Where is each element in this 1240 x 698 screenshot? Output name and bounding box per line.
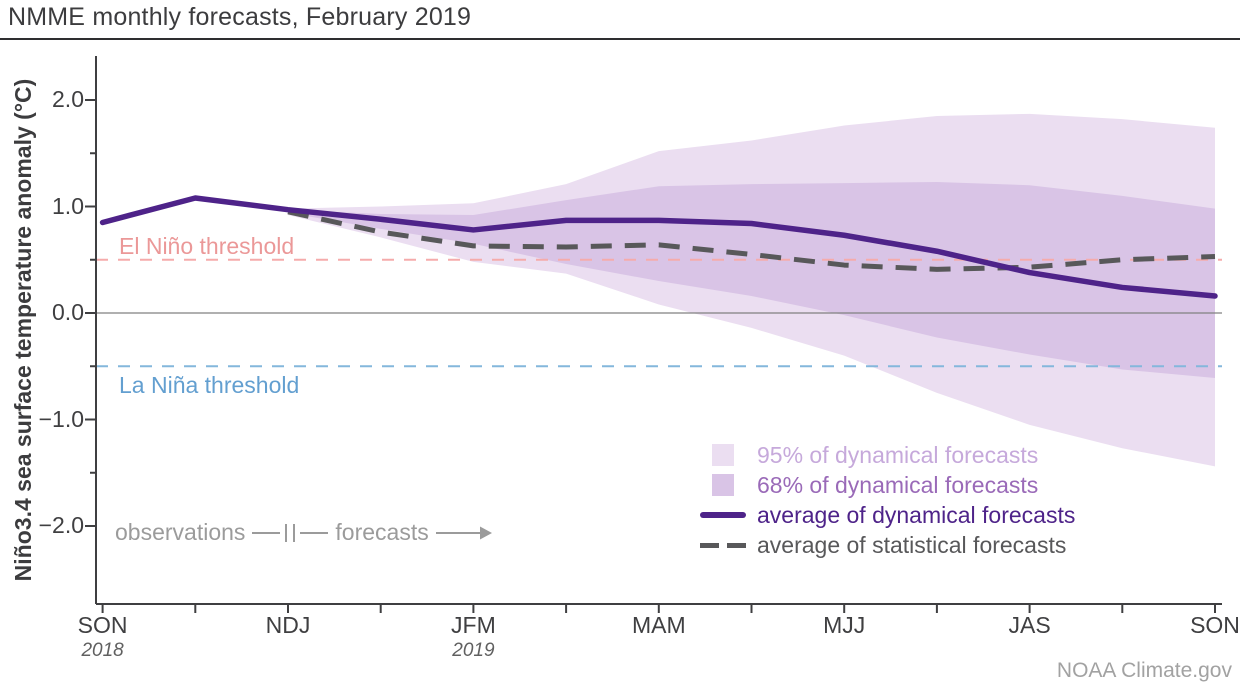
- solid-line-icon: [700, 512, 746, 518]
- la-nina-threshold-label: La Niña threshold: [119, 372, 300, 398]
- y-tick-label: 0.0: [52, 299, 84, 325]
- observation-forecast-divider-icon: [252, 523, 329, 542]
- chart-title: NMME monthly forecasts, February 2019: [8, 3, 472, 31]
- legend-row: average of statistical forecasts: [699, 530, 1075, 560]
- el-nino-threshold-label: El Niño threshold: [119, 233, 295, 259]
- x-tick-label: SON: [77, 612, 128, 638]
- legend-row: 68% of dynamical forecasts: [699, 470, 1075, 500]
- x-year-label: 2018: [81, 640, 124, 661]
- dynamical-average-line: [99, 195, 1218, 299]
- observations-label: observations: [115, 519, 246, 545]
- band-swatch-icon: [712, 474, 734, 496]
- attribution-credit: NOAA Climate.gov: [1056, 659, 1232, 682]
- x-tick-label: SON: [1190, 612, 1240, 638]
- title-divider: [0, 38, 1240, 40]
- y-tick-label: 1.0: [52, 192, 84, 219]
- legend-band-swatch: [699, 444, 747, 466]
- legend-dashed-line-sample: [699, 542, 747, 548]
- forecasts-label: forecasts: [335, 519, 429, 545]
- y-tick-label: −1.0: [38, 405, 84, 432]
- forecast-direction-arrow-icon: [435, 526, 492, 539]
- legend-label: average of statistical forecasts: [757, 531, 1067, 558]
- dash-segment: [700, 542, 719, 548]
- y-tick-label: −2.0: [38, 512, 84, 538]
- x-tick-label: NDJ: [265, 612, 311, 638]
- dashed-line-icon: [700, 542, 746, 548]
- legend-label: 95% of dynamical forecasts: [757, 441, 1039, 468]
- observations-forecasts-note: observations forecasts: [115, 519, 492, 546]
- x-tick-label: JAS: [1008, 612, 1051, 638]
- legend-row: average of dynamical forecasts: [699, 500, 1075, 530]
- x-tick-label: MJJ: [823, 612, 866, 638]
- chart-legend: 95% of dynamical forecasts 68% of dynamic…: [699, 440, 1075, 560]
- x-tick-label: MAM: [631, 612, 686, 638]
- band-swatch-icon: [712, 444, 734, 466]
- legend-row: 95% of dynamical forecasts: [699, 440, 1075, 470]
- y-tick-label: 2.0: [52, 86, 84, 112]
- x-year-label: 2019: [452, 640, 495, 661]
- legend-solid-line-sample: [699, 512, 747, 518]
- legend-label: average of dynamical forecasts: [757, 501, 1076, 528]
- x-tick-label: JFM: [451, 612, 496, 638]
- legend-band-swatch: [699, 474, 747, 496]
- band-68-dynamical: [288, 182, 1215, 378]
- dash-segment: [727, 542, 746, 548]
- legend-label: 68% of dynamical forecasts: [757, 471, 1039, 498]
